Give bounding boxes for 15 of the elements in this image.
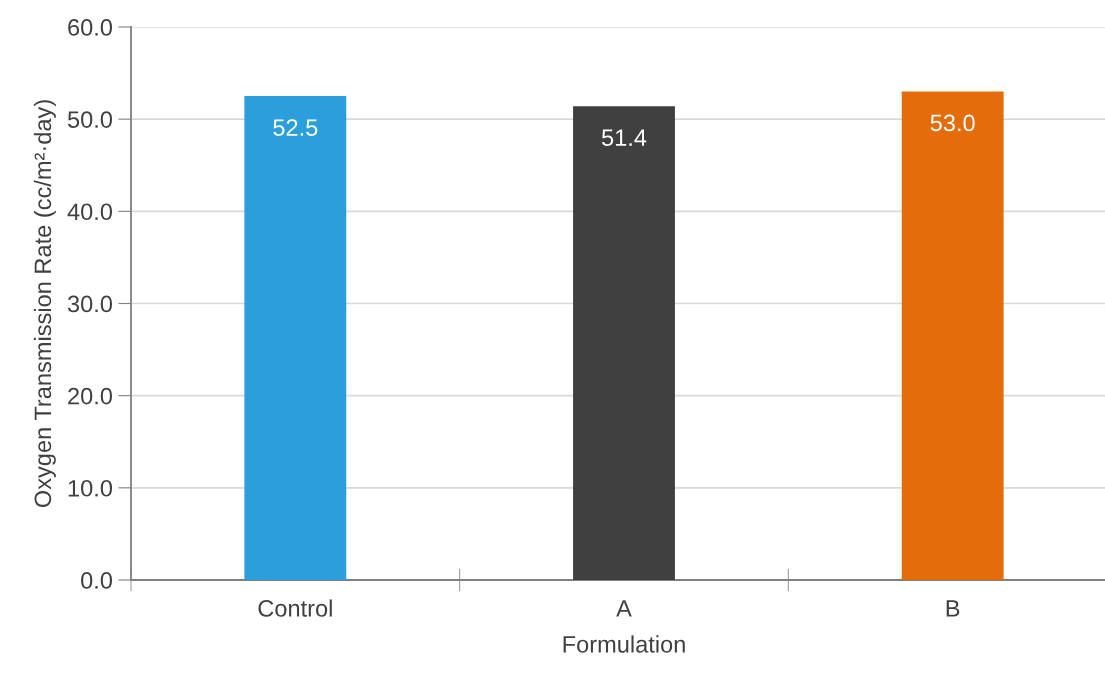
y-tick-label: 0.0 (81, 572, 113, 589)
y-tick-label: 50.0 (67, 111, 113, 128)
x-axis-title: Formulation (563, 635, 685, 653)
data-label: 53.0 (930, 114, 975, 132)
y-tick-label: 60.0 (68, 19, 113, 36)
x-tick-label: Control (258, 599, 332, 617)
y-tick-label: 40.0 (67, 203, 113, 221)
data-label: 52.5 (273, 119, 318, 136)
y-axis-title: Oxygen Transmission Rate (cc/m²·day) (33, 100, 56, 508)
y-tick-label: 10.0 (68, 479, 113, 497)
y-tick-label: 20.0 (68, 387, 113, 405)
x-tick-label: A (616, 600, 632, 617)
data-label: 51.4 (601, 129, 647, 147)
y-tick-label: 30.0 (67, 295, 113, 313)
x-tick-label: B (946, 600, 960, 617)
